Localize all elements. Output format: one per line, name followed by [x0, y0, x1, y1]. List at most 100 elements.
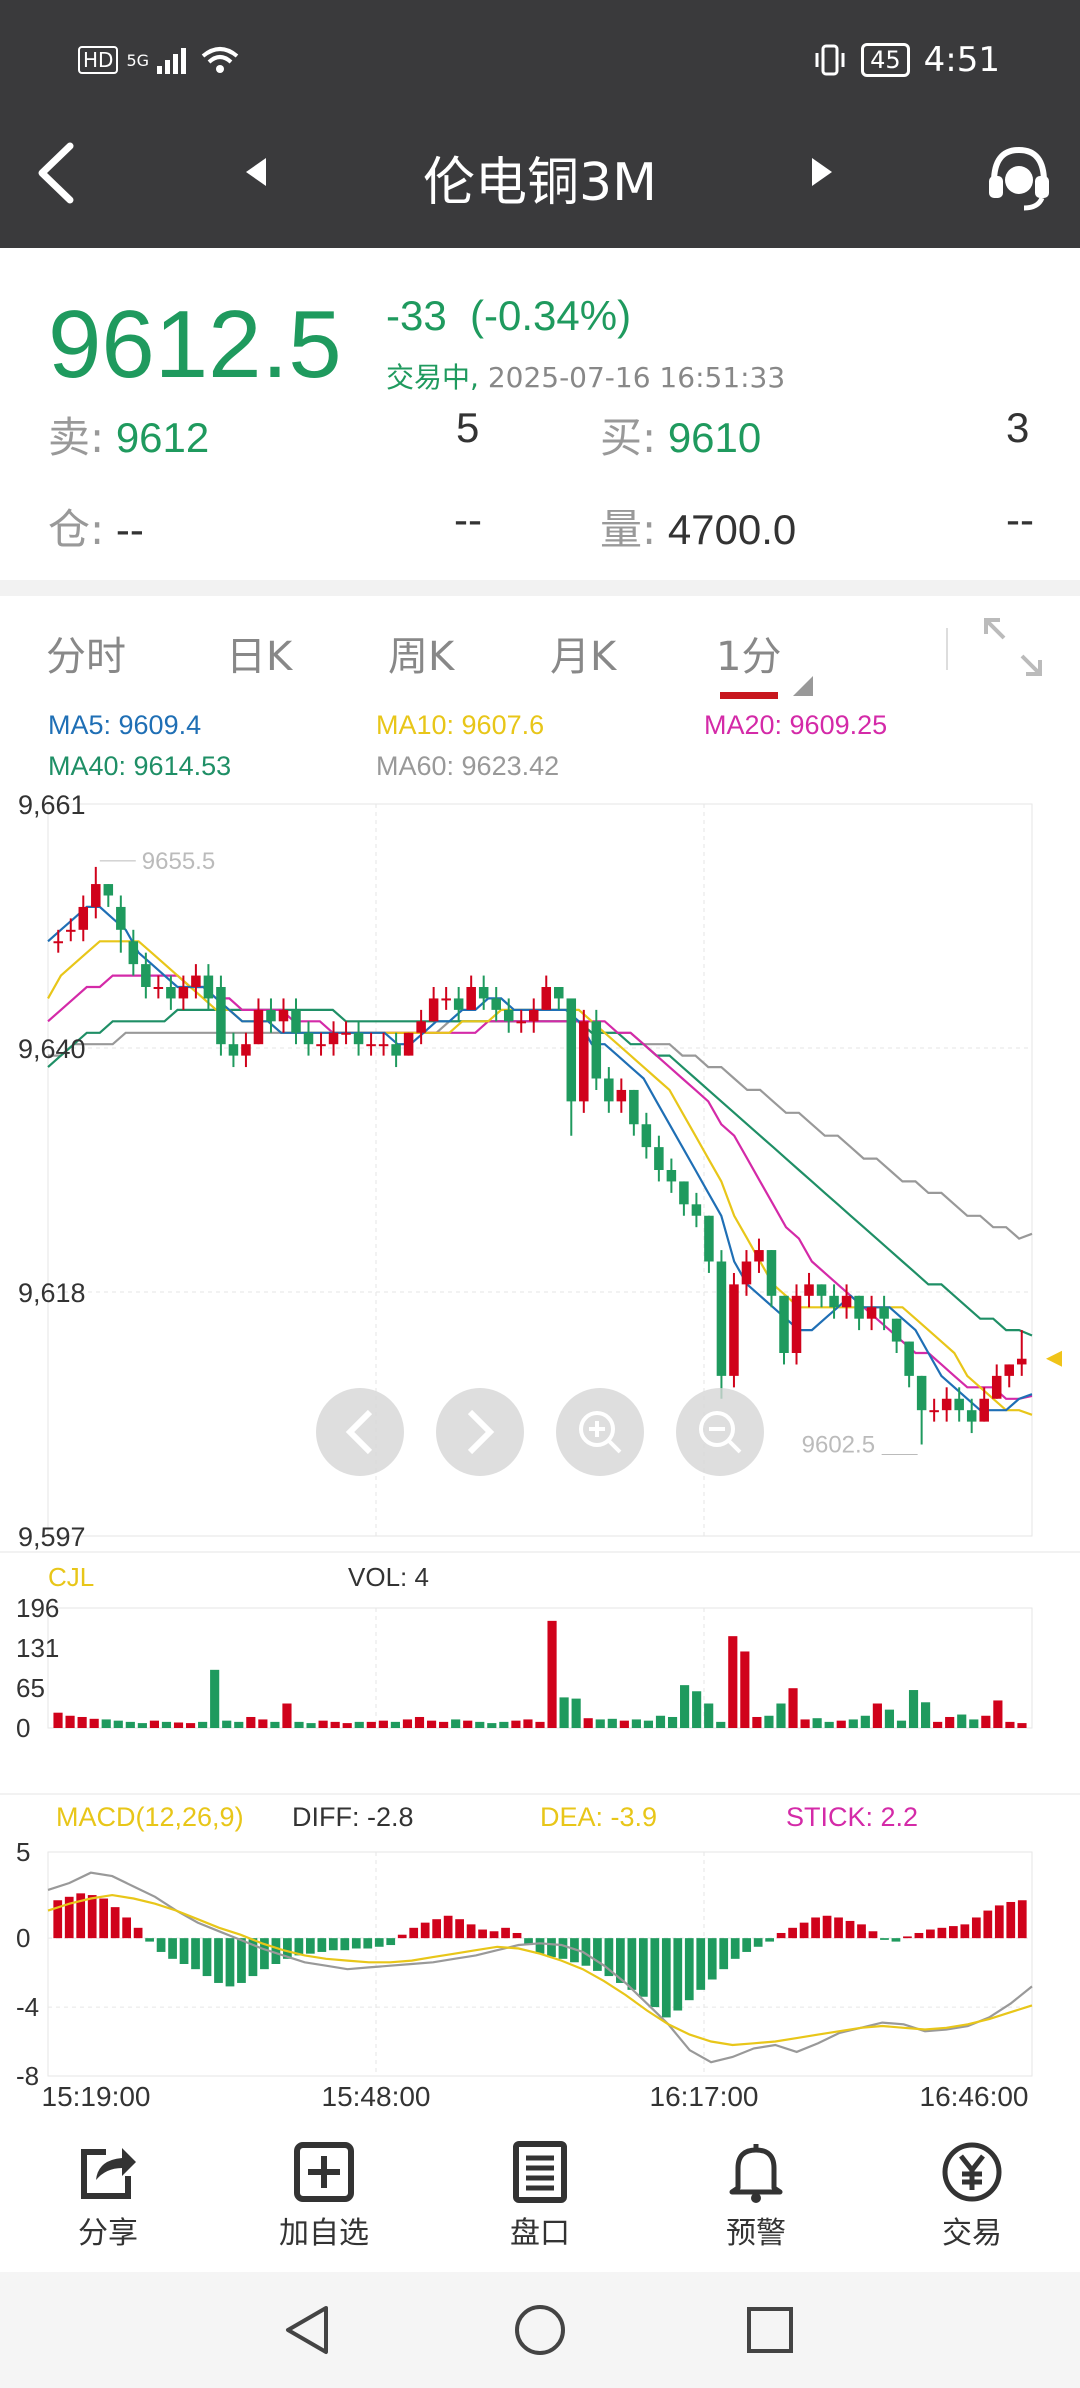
vol-bar: [993, 1700, 1003, 1728]
macd-bar: [305, 1938, 315, 1954]
macd-bar: [478, 1929, 487, 1939]
page-title: 伦电铜3M: [423, 153, 657, 213]
vol-y-tick: 0: [16, 1713, 30, 1743]
tab-1min[interactable]: 1分: [716, 634, 782, 680]
vol-bar: [860, 1715, 870, 1728]
macd-bar: [994, 1905, 1004, 1939]
candle-body: [128, 941, 139, 965]
sell-row: 卖: 9612: [48, 404, 209, 465]
tab-monthly-k[interactable]: 月K: [550, 634, 617, 680]
ma40-line: [47, 1008, 1033, 1337]
scroll-left-button[interactable]: [316, 1388, 404, 1476]
macd-bar: [122, 1917, 131, 1939]
candle-body: [929, 1410, 939, 1413]
vol-bar: [764, 1715, 774, 1728]
vol-bar: [704, 1703, 714, 1728]
macd-panel: MACD(12,26,9) DIFF: -2.8 DEA: -3.9 STICK: 2…: [0, 1793, 1080, 2110]
next-contract-button[interactable]: [812, 158, 832, 186]
status-bar-right: 45 4:51: [813, 40, 1000, 80]
vol-bar: [101, 1719, 111, 1728]
candle-body: [716, 1261, 727, 1376]
macd-bar: [466, 1924, 476, 1939]
active-tab-indicator: [720, 692, 778, 699]
macd-bar: [822, 1915, 832, 1939]
vol-bar: [908, 1690, 919, 1728]
macd-bar: [260, 1938, 269, 1970]
macd-bar: [409, 1927, 419, 1939]
back-button[interactable]: [28, 138, 88, 208]
vol-bar: [77, 1716, 87, 1728]
macd-bar: [581, 1938, 591, 1966]
dea-line: [47, 1893, 1033, 2047]
vol-y-tick: 131: [16, 1633, 59, 1663]
vol-bar: [306, 1723, 316, 1728]
y-tick-label: 9,597: [18, 1522, 86, 1552]
macd-bar: [707, 1938, 717, 1980]
macd-bar: [926, 1929, 935, 1939]
wifi-icon: [201, 47, 239, 73]
zoom-in-button[interactable]: [556, 1388, 644, 1476]
ma20-line: [47, 974, 1033, 1400]
macd-bar: [99, 1898, 109, 1939]
vol-bar: [583, 1718, 593, 1728]
scroll-right-button[interactable]: [436, 1388, 524, 1476]
add-watchlist-label: 加自选: [279, 2216, 369, 2251]
candle-body: [491, 998, 501, 1010]
tab-weekly-k[interactable]: 周K: [388, 634, 455, 680]
ma10-line: [47, 940, 1033, 1416]
candle-body: [453, 998, 464, 1010]
last-price: 9612.5: [48, 291, 342, 398]
trade-button[interactable]: 交易: [902, 2140, 1042, 2252]
volume-change: --: [1006, 496, 1034, 543]
tab-intraday[interactable]: 分时: [46, 634, 126, 680]
period-dropdown-icon[interactable]: [793, 676, 813, 696]
high-marker: 9655.5: [142, 848, 215, 875]
nav-home-icon[interactable]: [512, 2302, 568, 2358]
candle-body: [228, 1044, 239, 1056]
candle-body: [866, 1307, 877, 1319]
candle-body: [216, 987, 226, 1045]
vol-bar: [282, 1703, 292, 1728]
vol-bar: [884, 1709, 895, 1728]
candle-body: [804, 1284, 814, 1296]
share-button[interactable]: 分享: [38, 2140, 178, 2252]
prev-contract-button[interactable]: [246, 158, 266, 186]
x-tick-label: 15:48:00: [322, 2081, 431, 2110]
macd-bar: [604, 1938, 614, 1977]
macd-bar: [145, 1938, 154, 1942]
vol-bar: [824, 1721, 834, 1728]
macd-bar: [294, 1938, 304, 1956]
candle-body: [316, 1044, 326, 1047]
sell-label: 卖:: [48, 413, 105, 462]
vol-bar: [318, 1720, 328, 1728]
nav-recents-icon[interactable]: [742, 2302, 798, 2358]
diff-label: DIFF: -2.8: [292, 1802, 414, 1832]
tab-daily-k[interactable]: 日K: [226, 634, 293, 680]
macd-bar: [535, 1938, 545, 1954]
candle-body: [654, 1147, 664, 1170]
macd-bar: [638, 1938, 648, 1997]
vol-bar: [535, 1721, 545, 1728]
candle-body: [829, 1295, 839, 1308]
change-value: -33: [386, 292, 447, 339]
zoom-out-button[interactable]: [676, 1388, 764, 1476]
orderbook-button[interactable]: 盘口: [470, 2140, 610, 2252]
dea-label: DEA: -3.9: [540, 1802, 657, 1832]
nav-back-icon[interactable]: [280, 2302, 336, 2358]
vol-bar: [402, 1719, 413, 1728]
vol-bar: [752, 1716, 762, 1728]
alert-label: 预警: [726, 2216, 786, 2251]
candle-body: [616, 1089, 627, 1102]
candle-body: [203, 975, 214, 999]
fullscreen-icon[interactable]: [980, 614, 1046, 680]
kline-chart[interactable]: 9,661 9,640 9,618 9,597 9655.5 9602.5 CJL VOL:…: [0, 780, 1080, 2110]
orderbook-icon: [513, 2141, 567, 2203]
position-change: --: [454, 496, 482, 543]
alert-button[interactable]: 预警: [686, 2140, 826, 2252]
add-watchlist-button[interactable]: 加自选: [254, 2140, 394, 2252]
candle-body: [891, 1318, 902, 1342]
candle-body: [591, 1021, 602, 1079]
battery-indicator: 45: [861, 43, 910, 77]
price-change: -33 (-0.34%): [386, 292, 631, 340]
customer-service-icon[interactable]: [984, 142, 1054, 212]
